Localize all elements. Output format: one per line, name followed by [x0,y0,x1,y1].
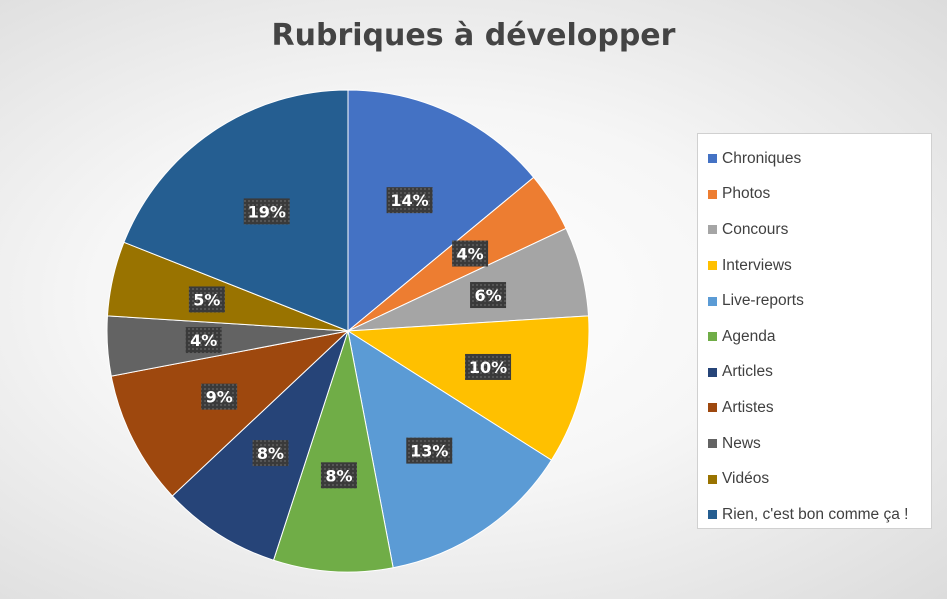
legend-item: Articles [708,355,931,391]
pie-slice-11 [123,89,349,332]
legend-label: Concours [722,220,789,238]
legend-swatch [708,189,717,199]
legend-swatch [708,439,717,449]
svg-text:19%: 19% [248,202,286,221]
data-label-6: 8% [320,462,357,489]
data-label-2: 4% [452,240,489,267]
legend-item: Photos [708,177,931,213]
data-label-7: 8% [252,440,289,467]
svg-text:8%: 8% [325,466,352,485]
pie-slice-6 [272,330,394,573]
svg-text:8%: 8% [257,444,284,463]
legend-label: Artistes [722,398,774,416]
legend-item: Rien, c'est bon comme ça ! [708,497,931,533]
data-label-5: 13% [406,437,453,464]
legend-label: Photos [722,185,771,203]
legend-swatch [708,367,717,377]
legend-swatch [708,225,717,235]
data-label-10: 5% [188,286,225,313]
legend-label: Interviews [722,256,792,274]
legend-label: News [722,434,761,452]
legend-swatch [708,403,717,413]
legend-label: Chroniques [722,149,802,167]
legend-item: Artistes [708,390,931,426]
legend-swatch [708,332,717,342]
chart-legend: Chroniques Photos Concours Interviews Live-r… [697,133,932,529]
svg-text:13%: 13% [410,442,448,461]
legend-label: Live-reports [722,292,804,310]
svg-text:4%: 4% [457,245,484,264]
legend-item: News [708,426,931,462]
legend-swatch [708,261,717,271]
legend-label: Articles [722,363,773,381]
legend-label: Agenda [722,327,776,345]
data-label-4: 10% [465,353,512,380]
svg-text:9%: 9% [206,388,233,407]
legend-swatch [708,510,717,520]
data-label-1: 14% [386,187,433,214]
legend-swatch [708,474,717,484]
svg-text:10%: 10% [469,358,507,377]
pie-slice-8 [110,330,350,497]
legend-item: Live-reports [708,283,931,319]
data-label-8: 9% [201,383,238,410]
pie-slice-4 [346,315,590,461]
svg-text:14%: 14% [390,191,428,210]
legend-item: Concours [708,212,931,248]
pie-slice-1 [347,89,535,333]
legend-swatch [708,154,717,164]
svg-text:5%: 5% [193,290,220,309]
data-label-11: 19% [243,198,290,225]
chart-title: Rubriques à développer [271,18,676,53]
legend-item: Vidéos [708,461,931,497]
legend-item: Interviews [708,248,931,284]
data-label-9: 4% [185,327,222,354]
legend-label: Vidéos [722,470,770,488]
legend-swatch [708,296,717,306]
svg-text:4%: 4% [190,331,217,350]
data-label-3: 6% [470,282,507,309]
legend-item: Chroniques [708,141,931,177]
svg-text:6%: 6% [474,286,501,305]
legend-item: Agenda [708,319,931,355]
legend-label: Rien, c'est bon comme ça ! [722,505,909,523]
